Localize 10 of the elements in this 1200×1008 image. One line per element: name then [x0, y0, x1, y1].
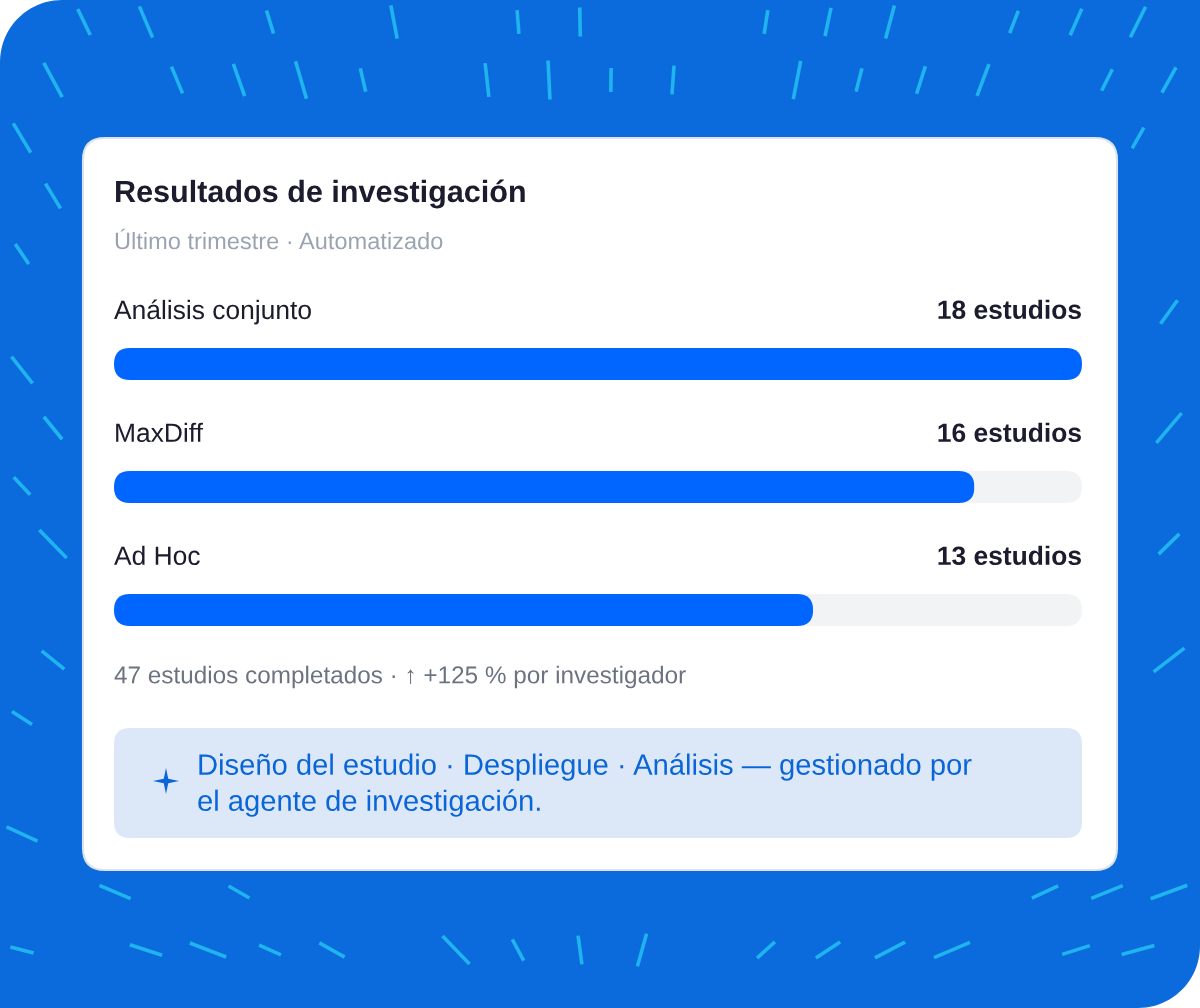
chart-title: Resultados de investigación [116, 179, 525, 209]
chart-subtitle: Último trimestre · Automatizado [115, 228, 443, 250]
data-label: 18 estudios [938, 299, 1081, 320]
y-tick-label: MaxDiff [116, 422, 204, 443]
data-label: 16 estudios [938, 422, 1081, 443]
data-label: 13 estudios [938, 545, 1081, 566]
text: 47 estudios completados · ↑ +125 % por investigador [114, 665, 686, 689]
text: Diseño del estudio · Despliegue · Análisis — gestionado por el agente de investigación. [198, 753, 972, 817]
y-tick-label: Análisis conjunto [114, 299, 311, 325]
y-tick-label: Ad Hoc [114, 545, 200, 566]
